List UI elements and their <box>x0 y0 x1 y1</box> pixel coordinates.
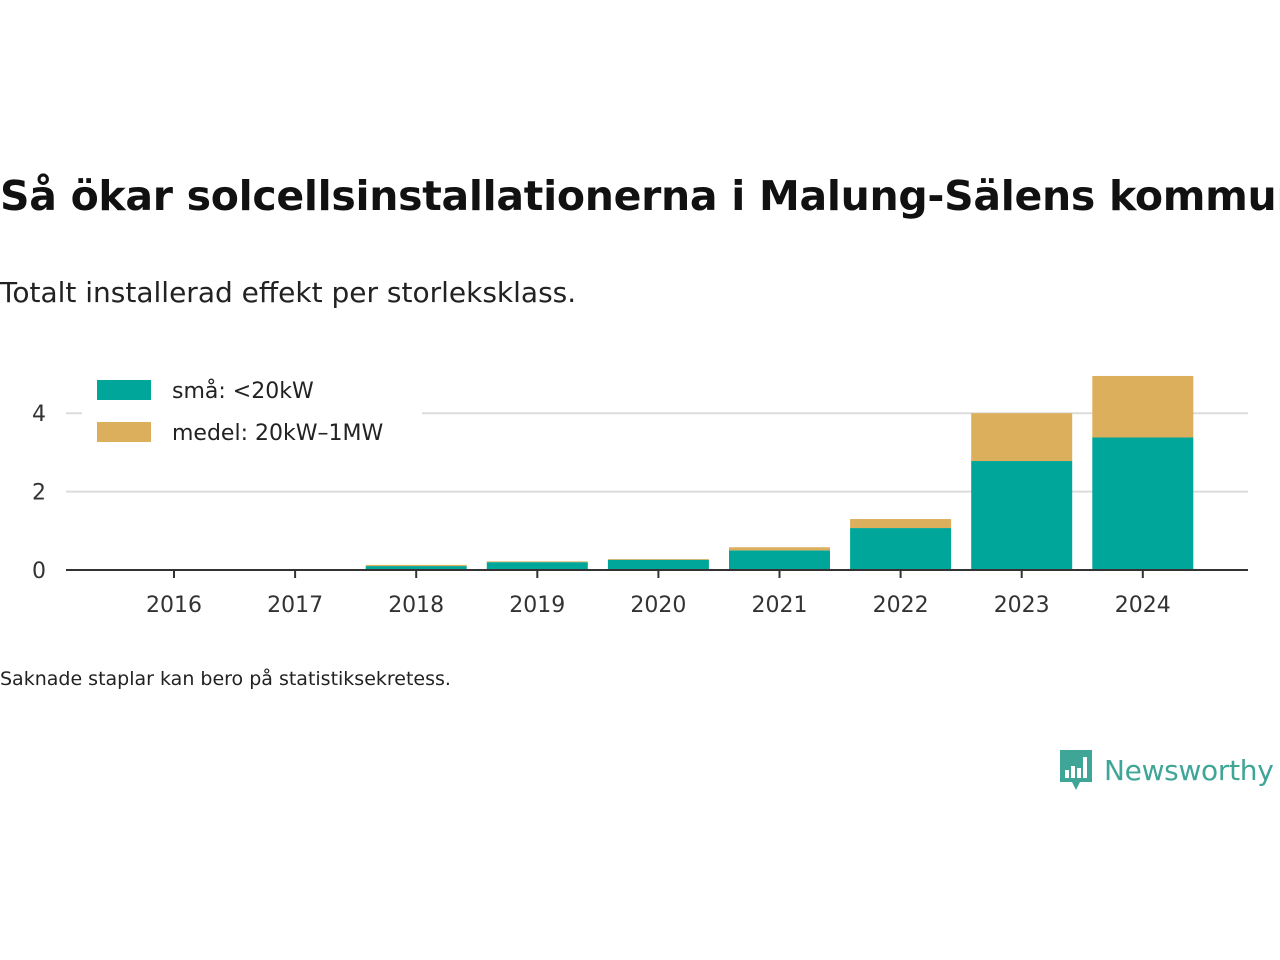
bar-sma <box>486 562 588 570</box>
bar-medel <box>729 547 830 551</box>
bar-sma <box>1092 437 1194 570</box>
x-tick-label: 2017 <box>267 593 323 618</box>
x-tick-label: 2020 <box>630 593 686 618</box>
chart-title: Så ökar solcellsinstallationerna i Malun… <box>0 172 1280 220</box>
x-tick-label: 2018 <box>388 593 444 618</box>
x-tick-label: 2021 <box>752 593 808 618</box>
legend-label: medel: 20kW–1MW <box>172 421 383 446</box>
newsworthy-logo-text: Newsworthy <box>1104 753 1274 787</box>
bar-medel <box>365 564 467 567</box>
bar-sma <box>729 550 830 570</box>
bar-sma <box>607 559 709 570</box>
x-tick-label: 2023 <box>994 593 1050 618</box>
bar-medel <box>971 413 1073 462</box>
newsworthy-logo-icon <box>1060 750 1092 790</box>
bar-medel <box>1092 375 1194 438</box>
bar-medel <box>607 559 709 560</box>
x-tick-label: 2024 <box>1115 593 1171 618</box>
bar-medel <box>486 561 588 563</box>
bar-chart: 0 2 4 2016 2017 2018 2019 2020 2021 2022 2023 2024 s… <box>32 370 1248 618</box>
x-tick-label: 2019 <box>509 593 565 618</box>
bar-sma <box>365 566 467 570</box>
y-tick-label: 2 <box>32 481 46 506</box>
x-tick-label: 2016 <box>146 593 202 618</box>
newsworthy-logo: Newsworthy <box>1058 748 1274 792</box>
x-tick-label: 2022 <box>873 593 929 618</box>
chart-note: Saknade staplar kan bero på statistiksek… <box>0 668 451 690</box>
chart-subtitle: Totalt installerad effekt per storlekskl… <box>0 276 577 309</box>
legend-label: små: <20kW <box>172 378 314 404</box>
bar-sma <box>850 528 952 570</box>
legend-swatch <box>97 380 151 400</box>
legend-swatch <box>97 422 151 442</box>
bar-sma <box>971 461 1073 570</box>
bar-medel <box>850 519 952 529</box>
y-tick-label: 0 <box>32 559 46 584</box>
y-tick-label: 4 <box>32 402 46 427</box>
